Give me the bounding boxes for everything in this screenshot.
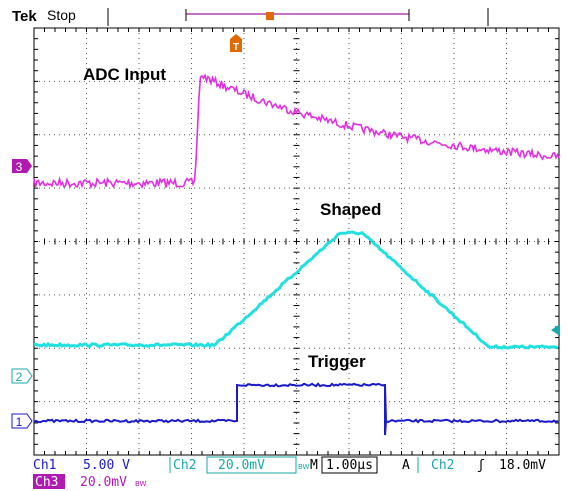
- brand-label: Tek: [12, 8, 37, 25]
- ch1-waveform: [33, 382, 559, 436]
- timebase-prefix: M: [310, 458, 318, 473]
- ch1-ground-marker[interactable]: 1: [11, 413, 33, 429]
- ch3-marker-label: 3: [16, 160, 23, 174]
- ch3-ground-marker[interactable]: 3: [12, 159, 32, 174]
- trigger-label: Trigger: [308, 352, 366, 371]
- ch1-name[interactable]: Ch1: [33, 458, 56, 473]
- trigger-position-icon[interactable]: T: [230, 34, 242, 53]
- ch3-scale[interactable]: 20.0mV: [80, 475, 127, 490]
- ch2-scale[interactable]: 20.0mV: [218, 458, 265, 473]
- readout-panel: Ch1 5.00 V Ch2 20.0mV BW M 1.00µs A Ch2 …: [33, 456, 546, 490]
- ch3-waveform: [33, 73, 560, 190]
- ch2-name[interactable]: Ch2: [173, 458, 196, 473]
- trigger-level-arrow-icon[interactable]: [551, 324, 560, 336]
- ch2-marker-label: 2: [16, 370, 23, 384]
- ch3-name[interactable]: Ch3: [35, 475, 58, 490]
- trigger-source[interactable]: Ch2: [431, 458, 454, 473]
- ch2-waveform: [33, 230, 559, 350]
- trigger-level[interactable]: 18.0mV: [499, 458, 546, 473]
- graticule: [33, 27, 560, 456]
- ch2-ground-marker[interactable]: 2: [11, 368, 33, 384]
- ch1-marker-label: 1: [16, 415, 23, 429]
- ch1-scale[interactable]: 5.00 V: [83, 458, 130, 473]
- acquisition-mode: A: [402, 458, 410, 473]
- shaped-label: Shaped: [320, 200, 381, 219]
- trigger-slope-icon: ʃ: [477, 458, 485, 473]
- status-bar: Tek Stop: [12, 7, 489, 26]
- adc-input-label: ADC Input: [83, 65, 166, 84]
- ch2-bw-icon: BW: [298, 463, 310, 471]
- timebase-scale[interactable]: 1.00µs: [326, 458, 373, 473]
- ch3-bw-icon: BW: [135, 480, 147, 488]
- trigger-position-label: T: [233, 42, 239, 53]
- record-view-bracket: [185, 9, 410, 21]
- acquisition-state: Stop: [47, 7, 76, 23]
